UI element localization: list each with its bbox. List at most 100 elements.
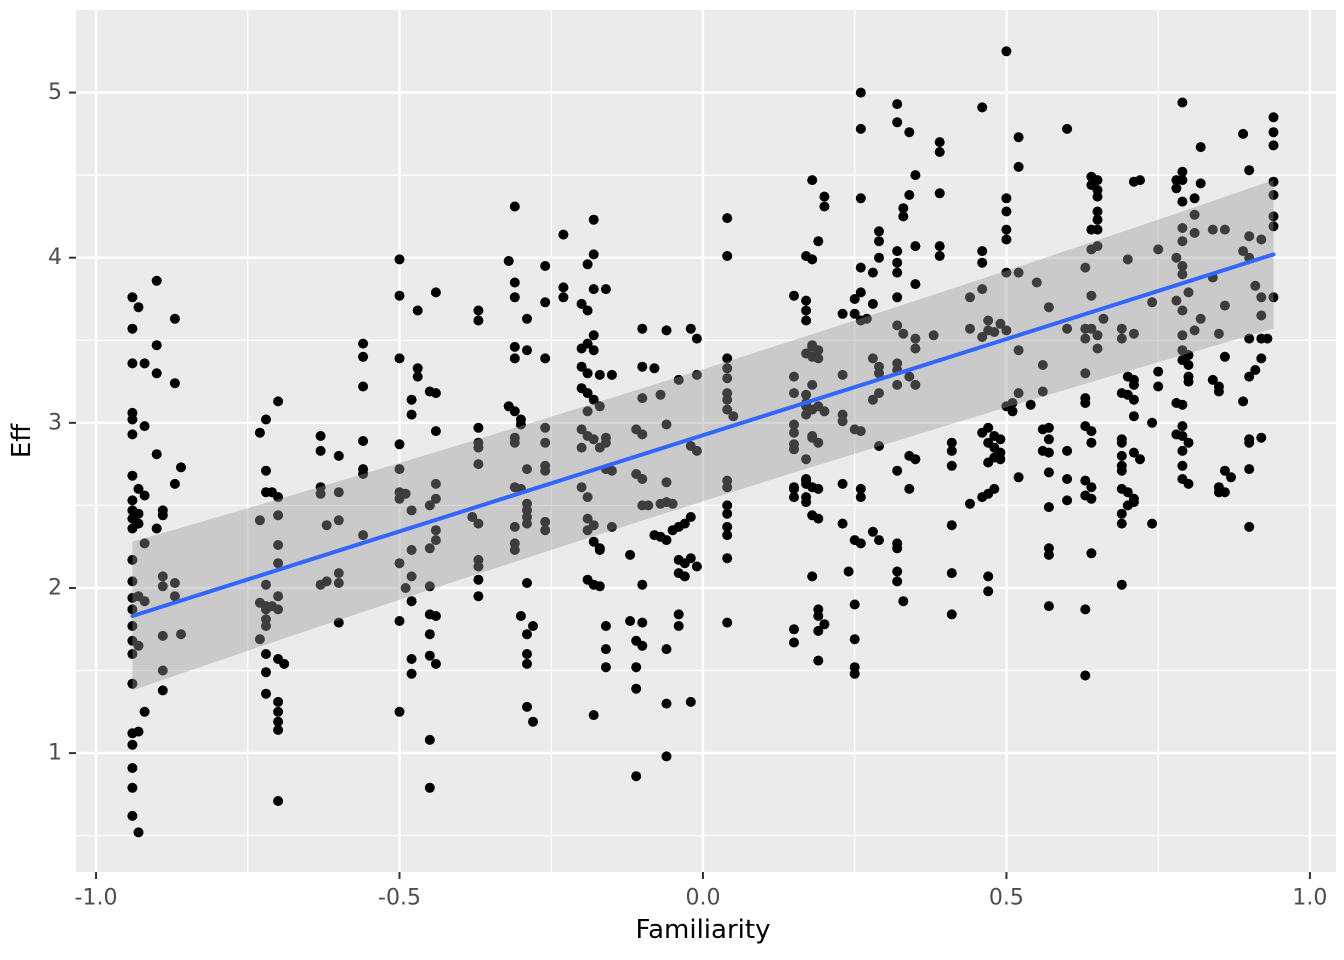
data-point: [1116, 579, 1127, 590]
data-point: [588, 345, 599, 356]
data-point: [176, 462, 186, 473]
data-point: [643, 500, 654, 511]
data-point: [394, 616, 405, 626]
data-point: [1153, 244, 1164, 255]
data-point: [874, 441, 884, 451]
data-point: [151, 275, 162, 286]
data-point: [1177, 431, 1188, 441]
data-point: [1122, 254, 1133, 265]
data-point: [509, 353, 520, 364]
data-point: [394, 706, 405, 717]
data-point: [813, 625, 824, 636]
data-point: [722, 530, 733, 541]
data-point: [1007, 406, 1018, 417]
data-point: [1183, 437, 1194, 448]
data-point: [151, 449, 162, 460]
data-point: [722, 617, 733, 628]
data-points: [127, 46, 1279, 838]
data-point: [673, 374, 684, 385]
data-point: [637, 429, 648, 440]
data-point: [169, 313, 180, 324]
data-point: [1080, 368, 1091, 379]
data-point: [855, 262, 866, 273]
data-point: [977, 257, 988, 268]
data-point: [789, 419, 799, 430]
data-point: [1001, 193, 1012, 204]
data-point: [473, 459, 484, 470]
x-tick-label: 0.5: [989, 886, 1024, 911]
data-point: [1128, 328, 1139, 339]
data-point: [722, 508, 733, 519]
data-point: [934, 241, 945, 252]
data-point: [1256, 234, 1267, 245]
data-point: [874, 535, 884, 546]
y-tick-label: 2: [48, 575, 62, 600]
data-point: [358, 469, 369, 479]
data-point: [394, 254, 405, 265]
data-point: [801, 409, 812, 420]
data-point: [540, 353, 551, 364]
data-point: [509, 201, 520, 212]
data-point: [515, 611, 526, 621]
data-point: [430, 287, 441, 298]
data-point: [528, 716, 538, 727]
data-point: [151, 523, 162, 534]
data-point: [430, 426, 441, 437]
data-point: [273, 558, 284, 569]
data-point: [254, 427, 265, 438]
data-point: [807, 175, 818, 186]
data-point: [333, 515, 344, 526]
data-point: [637, 474, 648, 484]
data-point: [127, 678, 138, 689]
data-point: [625, 549, 636, 560]
data-point: [157, 581, 168, 592]
data-point: [637, 361, 648, 372]
data-point: [904, 371, 915, 382]
data-point: [685, 323, 696, 334]
data-point: [540, 422, 551, 433]
data-point: [588, 284, 599, 295]
data-point: [855, 483, 866, 494]
data-point: [1080, 475, 1091, 486]
data-point: [1080, 398, 1091, 408]
data-point: [849, 294, 860, 304]
data-point: [594, 369, 605, 380]
data-point: [983, 586, 994, 597]
data-point: [946, 445, 957, 456]
data-point: [1001, 206, 1012, 217]
data-point: [1001, 267, 1012, 278]
data-point: [1177, 460, 1188, 471]
data-point: [946, 609, 957, 620]
data-point: [1037, 360, 1048, 370]
data-point: [594, 401, 605, 412]
data-point: [691, 561, 702, 572]
data-point: [892, 267, 903, 278]
data-point: [127, 523, 138, 534]
data-point: [1092, 191, 1103, 202]
data-point: [807, 254, 818, 265]
data-point: [1195, 142, 1206, 153]
data-point: [661, 325, 672, 336]
data-point: [576, 442, 587, 453]
data-point: [473, 518, 484, 529]
data-point: [151, 368, 162, 379]
data-point: [1219, 224, 1230, 235]
data-point: [691, 333, 702, 344]
data-point: [813, 483, 824, 494]
data-point: [1086, 548, 1097, 559]
data-point: [424, 650, 435, 661]
data-point: [661, 751, 672, 762]
data-point: [600, 662, 611, 673]
data-point: [867, 298, 878, 309]
data-point: [1122, 500, 1133, 511]
data-point: [406, 545, 417, 555]
data-point: [522, 701, 532, 712]
data-point: [127, 576, 138, 587]
data-point: [1207, 374, 1218, 385]
data-point: [1250, 365, 1261, 375]
data-point: [1244, 464, 1255, 475]
data-point: [1238, 396, 1249, 407]
data-point: [1128, 394, 1139, 405]
data-point: [139, 706, 150, 717]
